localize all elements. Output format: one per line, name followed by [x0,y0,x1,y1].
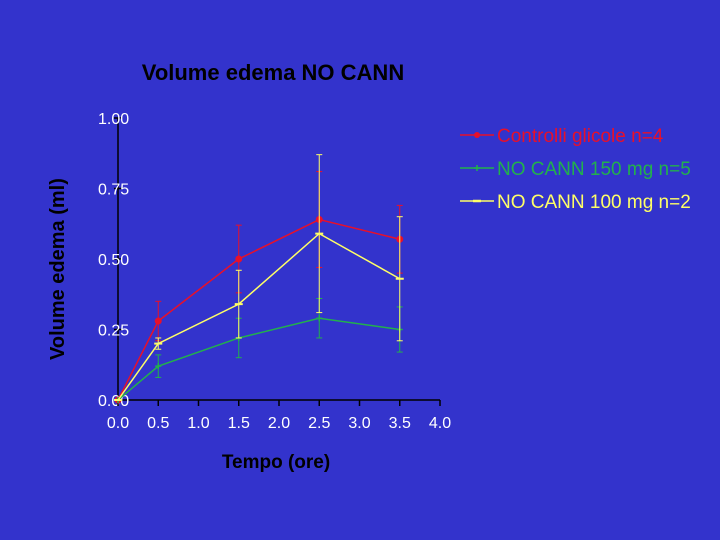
x-tick-label: 2.5 [308,415,330,432]
x-ticks: 0.0 0.5 1.0 1.5 2.0 2.5 3.0 3.5 4.0 [107,400,451,432]
legend-label: NO CANN 150 mg n=5 [497,159,691,180]
series-line [117,232,401,401]
legend-marker [474,132,480,138]
y-tick-label: 0.00 [98,393,129,410]
y-tick-label: 0.75 [98,182,129,199]
legend-label: NO CANN 100 mg n=2 [497,192,691,213]
legend-item: NO CANN 150 mg n=5 [460,159,691,180]
y-tick-label: 1.00 [98,111,129,128]
chart-title: Volume edema NO CANN [142,60,404,85]
series-layer [114,154,404,404]
data-point [155,363,162,370]
data-point [316,315,323,322]
legend-label: Controlli glicole n=4 [497,126,664,147]
y-tick-label: 0.25 [98,323,129,340]
legend: Controlli glicole n=4 NO CANN 150 mg n=5 N… [460,126,691,213]
x-tick-label: 1.5 [228,415,250,432]
axes [117,118,440,401]
x-tick-label: 0.5 [147,415,169,432]
x-tick-label: 0.0 [107,415,129,432]
data-point [235,255,243,263]
legend-item: Controlli glicole n=4 [460,126,664,147]
legend-item: NO CANN 100 mg n=2 [460,192,691,213]
x-tick-label: 1.0 [187,415,209,432]
y-tick-label: 0.50 [98,252,129,269]
x-tick-label: 3.0 [348,415,370,432]
x-tick-label: 4.0 [429,415,451,432]
legend-marker [474,165,480,171]
y-axis-label: Volume edema (ml) [47,178,69,360]
data-point [154,317,162,325]
x-axis-label: Tempo (ore) [222,452,330,473]
x-tick-label: 3.5 [389,415,411,432]
series-line [117,317,400,401]
series-2 [114,154,404,401]
series-line [117,218,400,401]
x-tick-label: 2.0 [268,415,290,432]
y-ticks: 0.00 0.25 0.50 0.75 1.00 [98,111,129,410]
